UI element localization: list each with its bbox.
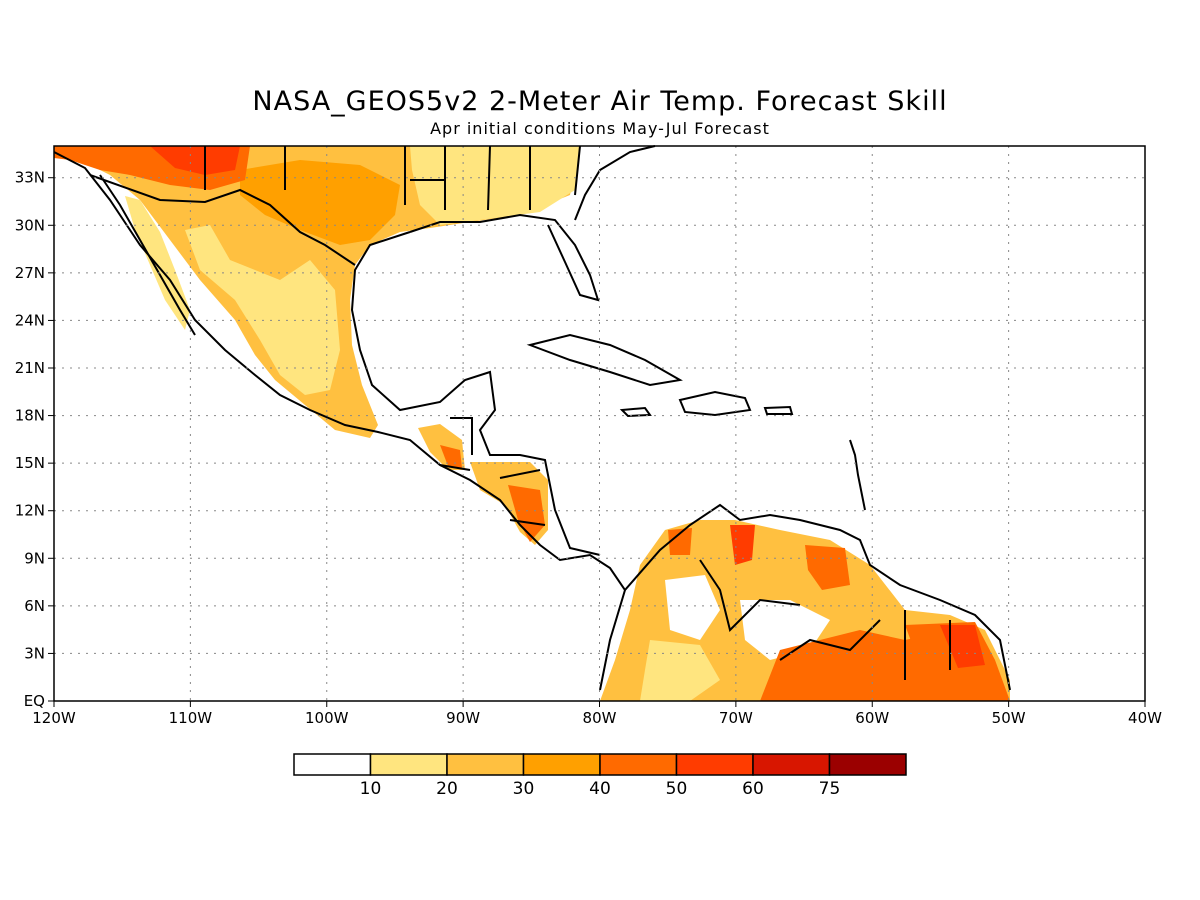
colorbar-swatch: [599, 753, 678, 776]
coastline-us-gulf-florida: [409, 213, 600, 302]
colorbar-swatch: [446, 753, 525, 776]
lat-tick-label: 15N: [15, 454, 45, 472]
coastline-us-east: [574, 145, 656, 221]
skill-region-texas-high: [240, 160, 400, 245]
colorbar-swatch: [522, 753, 601, 776]
lon-tick-label: 120W: [32, 709, 76, 727]
skill-fill-layer: [54, 146, 1010, 701]
skill-region-usa-light: [410, 146, 580, 225]
border-us-states: [204, 145, 581, 211]
lat-tick-label: 3N: [24, 644, 45, 662]
lat-tick-label: 30N: [15, 216, 45, 234]
lon-tick-label: 80W: [583, 709, 617, 727]
skill-region-nw-peak: [150, 146, 240, 175]
coastline-baja: [99, 174, 196, 336]
latitude-labels: EQ 3N 6N 9N 12N 15N 18N 21N 24N 27N 30N 33N: [15, 169, 54, 710]
coastline-hispaniola: [678, 390, 752, 417]
lat-tick-label: 27N: [15, 264, 45, 282]
skill-region-colombia-peak: [668, 528, 692, 555]
longitude-labels: 120W 110W 100W 90W 80W 70W 60W 50W 40W: [32, 701, 1162, 727]
border-central-america: [439, 417, 546, 526]
lon-tick-label: 70W: [719, 709, 753, 727]
colorbar-swatch: [828, 753, 907, 776]
coastline-cuba: [526, 333, 683, 387]
colorbar-swatch: [369, 753, 448, 776]
chart-subtitle: Apr initial conditions May-Jul Forecast: [430, 119, 770, 138]
lat-tick-label: 12N: [15, 502, 45, 520]
skill-region-guiana-peak: [940, 625, 985, 668]
lon-tick-label: 60W: [855, 709, 889, 727]
lat-tick-label: 18N: [15, 407, 45, 425]
colorbar-label: 20: [436, 779, 458, 799]
chart-title: NASA_GEOS5v2 2-Meter Air Temp. Forecast …: [252, 86, 948, 117]
graticule: [54, 146, 1145, 701]
lat-tick-label: EQ: [24, 692, 45, 710]
lon-tick-label: 110W: [169, 709, 213, 727]
colorbar-label: 60: [742, 779, 764, 799]
coastline-jamaica: [619, 406, 652, 418]
lat-tick-label: 9N: [24, 549, 45, 567]
colorbar-label: 40: [589, 779, 611, 799]
colorbar-swatch: [293, 753, 372, 776]
colorbar-swatch: [752, 753, 831, 776]
skill-region-orinoco-high: [805, 545, 850, 590]
skill-region-venezuela-low: [665, 575, 720, 640]
lat-tick-label: 24N: [15, 311, 45, 329]
border-us-mexico: [89, 174, 356, 266]
lat-tick-label: 21N: [15, 359, 45, 377]
coastline-gulf: [350, 231, 601, 556]
lon-tick-label: 100W: [305, 709, 349, 727]
coastline-lesser-antilles: [849, 439, 866, 511]
colorbar-label: 75: [819, 779, 841, 799]
coastline-puerto-rico: [763, 405, 794, 415]
lat-tick-label: 6N: [24, 597, 45, 615]
colorbar-label: 30: [513, 779, 535, 799]
skill-region-mexico-light: [185, 225, 340, 395]
lon-tick-label: 40W: [1128, 709, 1162, 727]
lat-tick-label: 33N: [15, 169, 45, 187]
colorbar-label: 10: [360, 779, 382, 799]
colorbar-swatch: [675, 753, 754, 776]
colorbar-label: 50: [666, 779, 688, 799]
coastline-pacific-mexico: [53, 151, 627, 691]
skill-region-baja: [125, 196, 190, 330]
lon-tick-label: 50W: [992, 709, 1026, 727]
border-south-america: [699, 559, 951, 680]
skill-region-colombia-light: [640, 640, 720, 701]
skill-region-nicaragua-high: [508, 485, 545, 542]
skill-region-guatemala-high: [440, 445, 462, 468]
lon-tick-label: 90W: [446, 709, 480, 727]
coastline-south-america-north: [624, 503, 1011, 691]
colorbar: 10 20 30 40 50 60 75: [293, 753, 907, 799]
